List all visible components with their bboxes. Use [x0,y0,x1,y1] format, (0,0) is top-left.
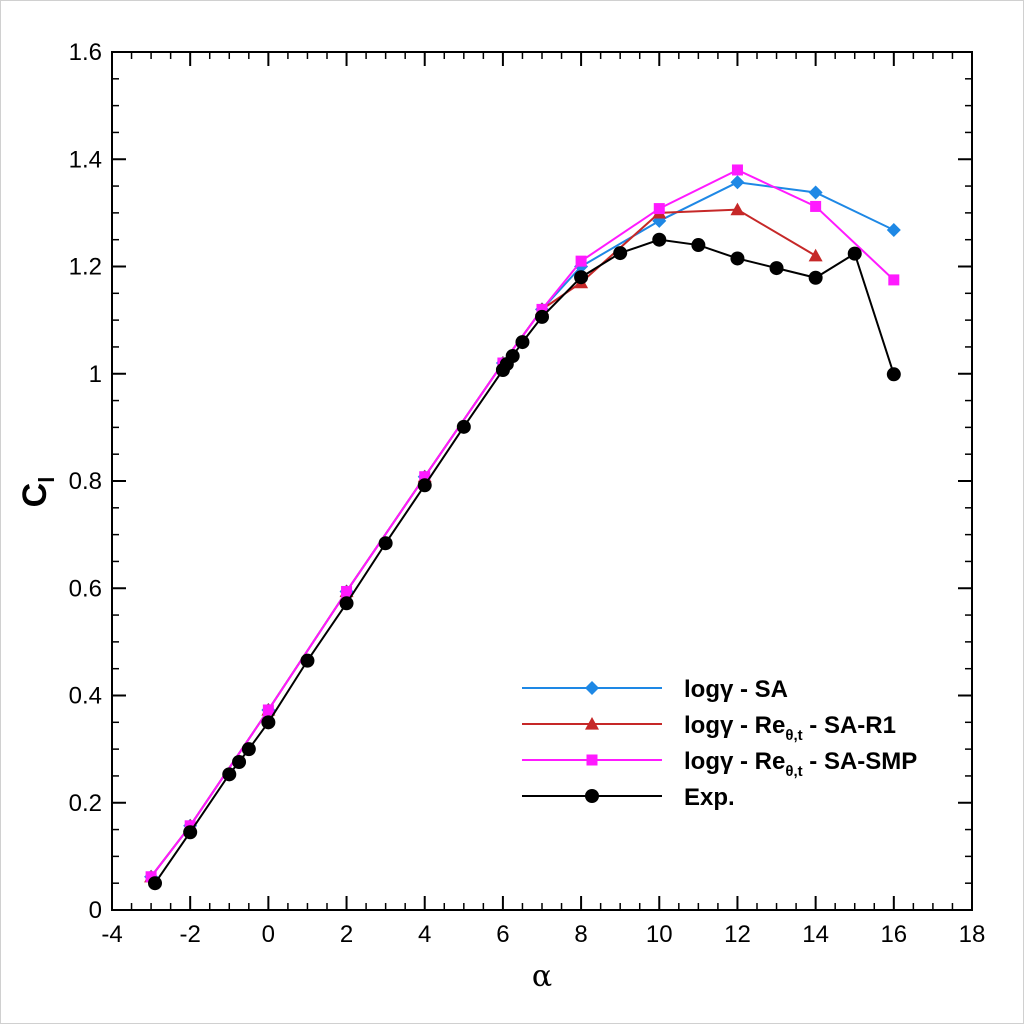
series-3 [148,232,901,891]
data-point [730,251,745,266]
data-point [456,419,471,434]
x-tick-label: -2 [180,921,201,948]
data-point [300,653,315,668]
data-point [417,478,432,493]
x-tick-label: 12 [724,921,751,948]
data-point [505,349,520,364]
data-point [145,871,157,883]
data-point [769,261,784,276]
data-point [536,303,548,315]
legend-label-tail: - SA-SMP [803,748,918,775]
x-tick-label: 14 [802,921,829,948]
data-point [691,238,706,253]
y-tick-label: 0.6 [69,575,102,602]
x-tick-label: 8 [574,921,587,948]
legend-label-main: Exp. [684,784,735,811]
y-tick-label: 0.2 [69,790,102,817]
data-point [378,536,393,551]
legend-label-main: logγ - Re [684,748,785,775]
x-tick-label: 18 [959,921,986,948]
data-point [847,246,862,261]
legend-marker [585,717,599,730]
x-tick-label: 0 [262,921,275,948]
data-point [574,270,589,285]
x-tick-label: 4 [418,921,431,948]
data-point [808,185,823,200]
legend-label-main: logγ - Re [684,712,785,739]
data-point [652,232,667,247]
y-axis-title-main: C [16,483,54,508]
x-axis-title: α [532,959,552,994]
legend-label: logγ - SA [684,676,788,703]
y-tick-label: 1.6 [69,39,102,66]
data-point [183,825,198,840]
legend-label-sub: θ,t [785,763,802,780]
legend-marker [586,754,598,766]
legend-label-main: logγ - SA [684,676,788,703]
data-point [575,255,587,267]
x-tick-label: -4 [101,921,122,948]
x-tick-label: 16 [880,921,907,948]
data-point [261,715,276,730]
data-point [241,742,256,757]
legend-label-sub: θ,t [785,727,802,744]
data-point [810,200,822,212]
y-tick-labels: 0 0.2 0.4 0.6 0.8 1 1.2 1.4 1.6 [69,39,102,924]
y-tick-label: 0 [89,897,102,924]
ticks [111,51,973,911]
x-tick-label: 2 [340,921,353,948]
series [144,164,901,891]
legend-label: Exp. [684,784,735,811]
legend-marker [585,789,599,803]
data-point [222,767,237,782]
data-point [613,246,628,261]
data-point [232,754,247,769]
data-point [731,164,743,176]
data-point [653,203,665,215]
legend-label: logγ - Reθ,t - SA-R1 [684,712,896,744]
y-tick-label: 1 [89,361,102,388]
y-tick-label: 0.4 [69,683,102,710]
x-tick-label: 6 [496,921,509,948]
data-point [808,270,823,285]
data-point [515,335,530,350]
data-point [262,704,274,716]
data-point [419,471,431,483]
y-axis-title-sub: l [34,477,59,483]
data-point [730,175,745,190]
data-point [339,596,354,611]
y-tick-label: 1.4 [69,146,102,173]
data-point [888,274,900,286]
x-tick-label: 10 [646,921,673,948]
data-point [886,223,901,238]
legend-label-tail: - SA-R1 [803,712,896,739]
data-point [730,202,745,216]
data-point [148,876,162,891]
legend-marker [585,681,599,695]
data-point [808,248,823,262]
legend-label: logγ - Reθ,t - SA-SMP [684,748,917,780]
y-axis-title: Cl [16,477,59,508]
data-point [341,585,353,597]
data-point [886,367,901,382]
data-point [535,309,549,324]
y-tick-label: 1.2 [69,254,102,281]
y-tick-label: 0.8 [69,468,102,495]
x-tick-labels: -4 -2 0 2 4 6 8 10 12 14 16 18 [101,921,985,948]
